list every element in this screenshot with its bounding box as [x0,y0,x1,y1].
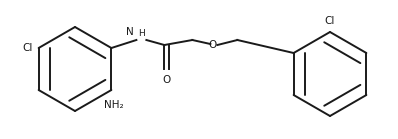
Text: O: O [162,75,170,85]
Text: H: H [139,29,145,38]
Text: NH₂: NH₂ [103,100,123,110]
Text: Cl: Cl [325,16,335,26]
Text: N: N [126,27,133,37]
Text: O: O [208,40,217,50]
Text: Cl: Cl [22,43,33,53]
